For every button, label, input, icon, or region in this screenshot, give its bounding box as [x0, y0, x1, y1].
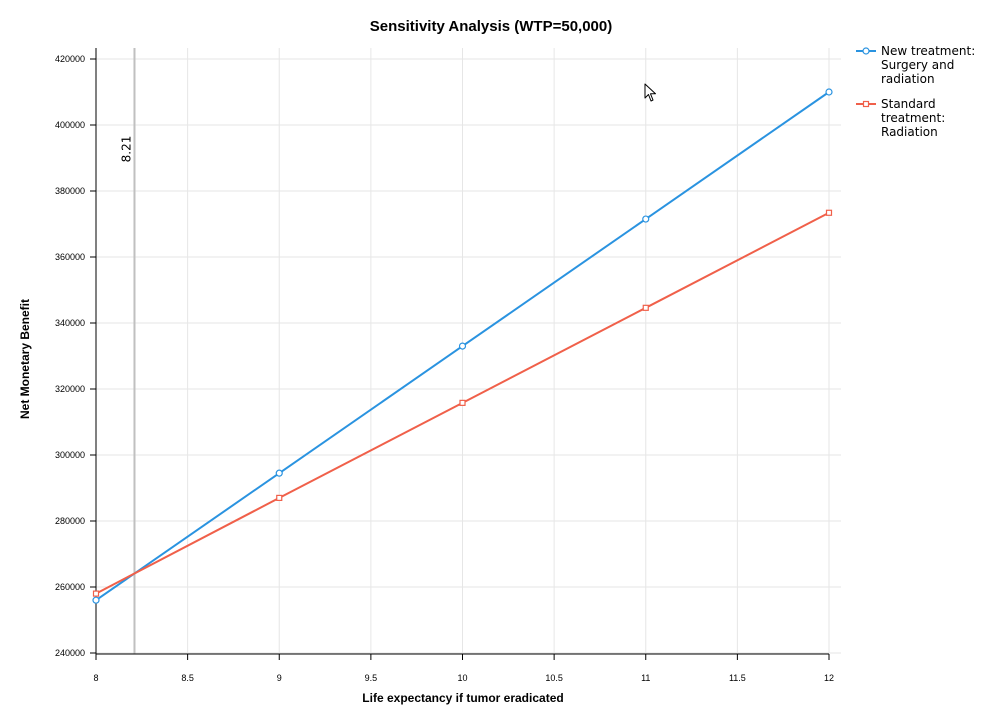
y-tick-label: 340000	[55, 318, 85, 328]
x-tick-label: 12	[824, 673, 834, 683]
y-tick-label: 300000	[55, 450, 85, 460]
y-tick-label: 380000	[55, 186, 85, 196]
x-tick-label: 9.5	[365, 673, 378, 683]
legend-marker	[862, 47, 870, 55]
mouse-pointer-icon	[644, 83, 656, 102]
data-point[interactable]	[642, 215, 650, 223]
y-tick-label: 400000	[55, 120, 85, 130]
data-point[interactable]	[92, 596, 100, 604]
x-tick-label: 10	[457, 673, 467, 683]
y-tick-label: 240000	[55, 648, 85, 658]
y-tick-label: 320000	[55, 384, 85, 394]
reference-line-label: 8.21	[119, 136, 133, 163]
chart-title: Sensitivity Analysis (WTP=50,000)	[370, 18, 612, 35]
data-point[interactable]	[275, 469, 283, 477]
legend-label: Surgery and	[881, 58, 954, 72]
x-tick-label: 8.5	[181, 673, 194, 683]
series-group	[92, 88, 833, 604]
y-tick-label: 420000	[55, 54, 85, 64]
grid	[96, 48, 841, 654]
data-point[interactable]	[825, 209, 833, 216]
y-tick-label: 280000	[55, 516, 85, 526]
data-point[interactable]	[825, 88, 833, 96]
data-point[interactable]	[459, 399, 466, 406]
data-point[interactable]	[276, 494, 283, 501]
y-axis-label: Net Monetary Benefit	[18, 299, 32, 419]
data-point[interactable]	[642, 304, 649, 311]
series-2	[92, 209, 833, 597]
legend-label: New treatment:	[881, 44, 975, 58]
data-point[interactable]	[458, 342, 467, 350]
y-tick-label: 360000	[55, 252, 85, 262]
x-tick-label: 10.5	[545, 673, 563, 683]
legend-label: treatment:	[881, 111, 945, 125]
x-tick-label: 11.5	[729, 673, 746, 683]
x-tick-label: 11	[641, 673, 650, 683]
legend-label: Standard	[881, 97, 936, 111]
series-1	[92, 88, 833, 604]
legend-label: Radiation	[881, 125, 938, 139]
x-axis-label: Life expectancy if tumor eradicated	[362, 691, 563, 705]
x-ticks: 8 8.5 9 9.5 10 10.5 11 11.5 12	[93, 654, 834, 683]
y-tick-label: 260000	[55, 582, 85, 592]
data-point[interactable]	[92, 590, 100, 597]
x-tick-label: 8	[93, 673, 98, 683]
reference-line-group: 8.21	[119, 48, 136, 654]
x-tick-label: 9	[277, 673, 282, 683]
y-ticks: 240000 260000 280000 300000 320000 340000 3600…	[55, 54, 96, 658]
legend-label: radiation	[881, 72, 935, 86]
legend-marker	[862, 100, 870, 108]
